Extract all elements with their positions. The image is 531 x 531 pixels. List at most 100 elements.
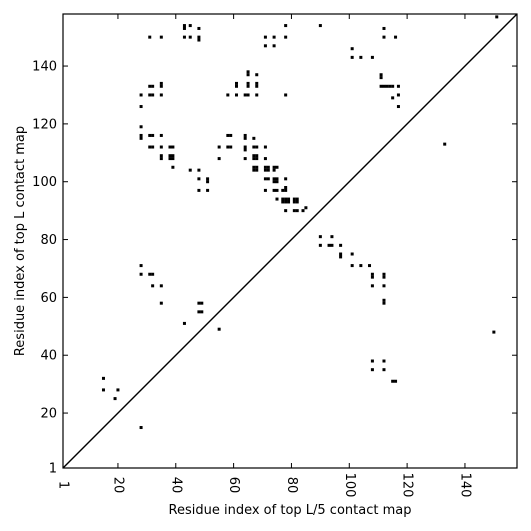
contact-point (272, 35, 276, 39)
contact-point (368, 264, 372, 268)
contact-point (148, 35, 152, 39)
contact-point (101, 388, 105, 392)
contact-point (113, 397, 117, 401)
contact-point (263, 177, 267, 181)
contact-point (266, 165, 270, 169)
contact-point (252, 165, 256, 169)
contact-point (385, 84, 389, 88)
contact-point (394, 35, 398, 39)
contact-point (284, 197, 288, 201)
plot-frame (62, 13, 518, 469)
contact-point (284, 200, 288, 204)
contact-point (255, 81, 259, 85)
contact-point (252, 145, 256, 149)
contact-point (382, 272, 386, 276)
contact-point (217, 327, 221, 331)
contact-point (235, 93, 238, 97)
contact-point (197, 310, 201, 314)
contact-point (370, 284, 374, 288)
contact-point (217, 145, 221, 149)
contact-point (235, 84, 238, 88)
contact-point (495, 15, 499, 19)
contact-point (263, 35, 267, 39)
contact-point (148, 93, 152, 97)
contact-point (246, 93, 250, 97)
contact-point (318, 24, 322, 28)
contact-point (255, 84, 259, 88)
contact-point (396, 105, 400, 109)
contact-point (318, 243, 322, 247)
contact-point (382, 284, 386, 288)
contact-point (168, 145, 172, 149)
contact-point (171, 154, 175, 158)
contact-point (139, 93, 143, 97)
contact-point (382, 359, 386, 363)
contact-point (382, 26, 386, 30)
contact-point (159, 284, 163, 288)
contact-point (188, 35, 192, 39)
contact-point (492, 330, 496, 334)
contact-point (197, 188, 201, 192)
contact-point (197, 26, 201, 30)
contact-point (327, 243, 331, 247)
contact-point (350, 252, 354, 256)
x-tick-label: 20 (110, 477, 125, 494)
x-axis-title: Residue index of top L/5 contact map (169, 503, 412, 518)
contact-point (396, 93, 400, 97)
y-tick-label: 80 (40, 233, 57, 248)
contact-point (295, 197, 299, 201)
contact-point (284, 209, 288, 213)
contact-point (182, 35, 186, 39)
contact-point (217, 157, 221, 161)
contact-point (301, 209, 305, 213)
contact-point (159, 93, 163, 97)
contact-point (266, 168, 270, 172)
contact-point (275, 177, 279, 181)
contact-point (229, 133, 233, 137)
contact-point (255, 157, 259, 161)
contact-point (182, 26, 186, 30)
x-axis-ticks: 1 20 40 60 80 100 120 140 (56, 14, 472, 497)
contact-point (197, 38, 201, 42)
contact-point (252, 168, 256, 172)
contact-point (197, 177, 201, 181)
contact-point (272, 180, 276, 184)
contact-point (275, 180, 279, 184)
contact-point (182, 321, 186, 325)
contact-point (197, 35, 201, 39)
contact-point (281, 200, 285, 204)
contact-point (243, 145, 247, 149)
contact-point (101, 376, 105, 380)
y-tick-label: 40 (40, 349, 57, 364)
contact-point (263, 165, 267, 169)
diagonal-line (62, 13, 518, 469)
contact-point (370, 359, 374, 363)
contact-point (151, 93, 155, 97)
contact-point (243, 133, 247, 137)
contact-point (159, 35, 163, 39)
contact-point (139, 125, 143, 129)
x-tick-label: 40 (168, 477, 183, 494)
contact-point (255, 93, 259, 97)
contact-point (275, 165, 279, 169)
contact-point (379, 76, 383, 80)
contact-point (370, 368, 374, 372)
contact-point (159, 301, 163, 305)
contact-points (101, 15, 499, 430)
contact-point (266, 177, 270, 181)
contact-point (350, 47, 354, 51)
contact-point (188, 168, 192, 172)
contact-point (382, 35, 386, 39)
contact-point (171, 157, 175, 161)
contact-point (382, 84, 386, 88)
contact-point (272, 168, 276, 172)
contact-point (339, 252, 343, 256)
y-tick-label: 100 (32, 175, 57, 190)
y-tick-label: 1 (49, 462, 57, 477)
contact-point (350, 264, 354, 268)
contact-point (284, 93, 288, 97)
contact-point (284, 186, 288, 189)
y-tick-label: 60 (40, 291, 57, 306)
contact-point (255, 145, 259, 149)
y-tick-label: 120 (32, 117, 57, 132)
